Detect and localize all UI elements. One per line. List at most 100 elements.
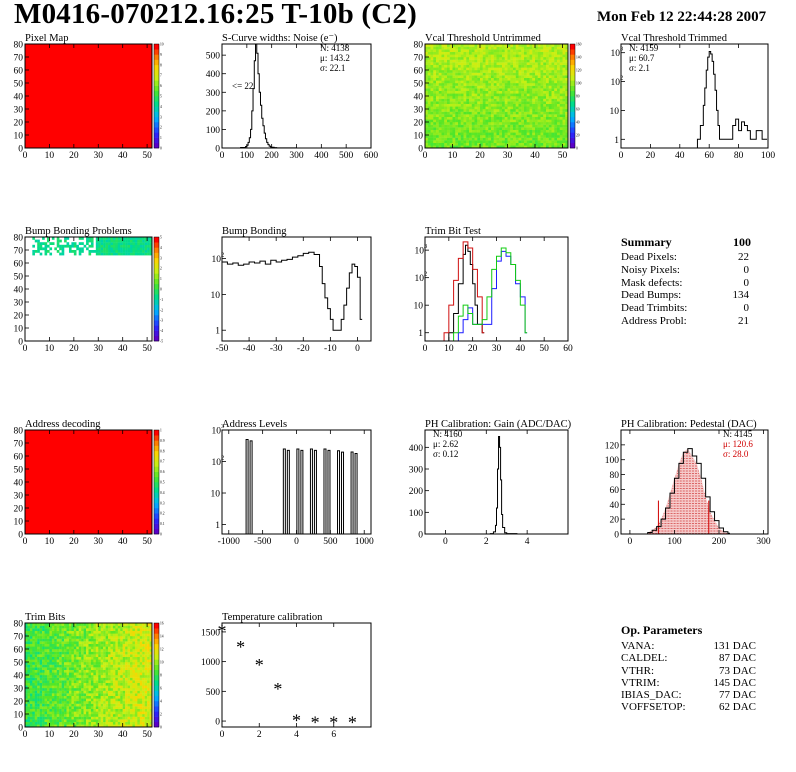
heatmap-cell bbox=[477, 90, 481, 94]
heatmap-cell bbox=[493, 44, 497, 47]
heatmap-cell bbox=[120, 654, 123, 657]
heatmap-cell bbox=[427, 101, 431, 104]
heatmap-cell bbox=[477, 54, 481, 58]
heatmap-cell bbox=[543, 49, 547, 52]
heatmap-cell bbox=[554, 96, 558, 99]
heatmap-cell bbox=[447, 140, 450, 143]
y-tick-label: 120 bbox=[605, 441, 620, 451]
heatmap-cell bbox=[436, 59, 439, 63]
heatmap-cell bbox=[120, 656, 123, 660]
heatmap-cell bbox=[562, 145, 566, 149]
heatmap-cell bbox=[548, 70, 552, 73]
heatmap-cell bbox=[452, 116, 456, 120]
heatmap-cell bbox=[554, 44, 558, 47]
heatmap-cell bbox=[142, 623, 145, 626]
heatmap-cell bbox=[499, 124, 503, 128]
heatmap-cell bbox=[463, 90, 467, 94]
heatmap-cell bbox=[44, 669, 48, 673]
heatmap-cell bbox=[537, 88, 541, 91]
heatmap-cell bbox=[83, 633, 87, 637]
heatmap-cell bbox=[427, 70, 431, 73]
heatmap-cell bbox=[518, 88, 522, 91]
heatmap-cell bbox=[122, 242, 126, 245]
heatmap-cell bbox=[447, 106, 450, 110]
heatmap-cell bbox=[521, 44, 525, 47]
heatmap-cell bbox=[496, 83, 500, 86]
heatmap-cell bbox=[61, 716, 65, 720]
heatmap-cell bbox=[112, 641, 116, 644]
stat-entries: N: 4160 bbox=[433, 429, 463, 439]
heatmap-cell bbox=[39, 252, 43, 256]
heatmap-cell bbox=[474, 98, 478, 102]
stat-sigma: σ: 2.1 bbox=[629, 63, 650, 73]
heatmap-cell bbox=[122, 680, 126, 683]
y-tick-label: 10 bbox=[211, 490, 221, 500]
heatmap-cell bbox=[427, 51, 431, 55]
heatmap-cell bbox=[565, 59, 569, 63]
heatmap-cell bbox=[105, 628, 109, 631]
heatmap-cell bbox=[482, 80, 486, 84]
heatmap-cell bbox=[559, 46, 563, 50]
heatmap-cell bbox=[502, 119, 505, 123]
heatmap-cell bbox=[441, 111, 445, 115]
heatmap-cell bbox=[455, 54, 459, 58]
heatmap-cell bbox=[110, 667, 114, 670]
heatmap-cell bbox=[34, 239, 38, 243]
heatmap-cell bbox=[496, 67, 500, 71]
heatmap-cell bbox=[510, 51, 514, 55]
heatmap-cell bbox=[27, 716, 31, 720]
heatmap-cell bbox=[425, 132, 428, 136]
heatmap-cell bbox=[559, 67, 563, 71]
heatmap-cell bbox=[524, 96, 527, 99]
heatmap-cell bbox=[518, 129, 522, 133]
heatmap-cell bbox=[46, 636, 50, 639]
heatmap-cell bbox=[120, 247, 123, 251]
heatmap-cell bbox=[458, 137, 461, 141]
heatmap-cell bbox=[49, 242, 53, 245]
heatmap-cell bbox=[438, 75, 442, 78]
heatmap-cell bbox=[562, 64, 566, 68]
heatmap-cell bbox=[59, 706, 62, 709]
heatmap-cell bbox=[532, 93, 536, 97]
heatmap-cell bbox=[34, 659, 38, 663]
heatmap-cell bbox=[73, 646, 77, 650]
heatmap-cell bbox=[144, 675, 148, 678]
heatmap-cell bbox=[144, 646, 148, 650]
heatmap-cell bbox=[438, 51, 442, 55]
heatmap-cell bbox=[540, 70, 544, 73]
heatmap-cell bbox=[565, 114, 569, 117]
heatmap-cell bbox=[68, 708, 72, 712]
y-tick-label: 0 bbox=[18, 145, 23, 155]
heatmap-cell bbox=[112, 714, 116, 717]
heatmap-cell bbox=[471, 67, 475, 71]
heatmap-cell bbox=[134, 703, 138, 707]
heatmap-cell bbox=[44, 680, 48, 683]
heatmap-cell bbox=[469, 116, 472, 120]
heatmap-cell bbox=[81, 623, 84, 626]
heatmap-cell bbox=[565, 103, 569, 107]
heatmap-cell bbox=[127, 667, 131, 670]
heatmap-cell bbox=[88, 682, 92, 686]
heatmap-cell bbox=[540, 119, 544, 123]
heatmap-cell bbox=[108, 669, 111, 673]
heatmap-cell bbox=[147, 682, 150, 686]
heatmap-cell bbox=[474, 101, 478, 104]
heatmap-cell bbox=[510, 49, 514, 52]
heatmap-cell bbox=[73, 680, 77, 683]
heatmap-cell bbox=[499, 137, 503, 141]
heatmap-cell bbox=[78, 623, 82, 626]
heatmap-cell bbox=[29, 703, 33, 707]
heatmap-cell bbox=[110, 633, 114, 637]
heatmap-cell bbox=[68, 664, 72, 668]
heatmap-cell bbox=[447, 64, 450, 68]
heatmap-cell bbox=[427, 127, 431, 130]
heatmap-cell bbox=[127, 669, 131, 673]
y-tick-label: 50 bbox=[14, 80, 24, 90]
heatmap-cell bbox=[88, 719, 92, 722]
heatmap-cell bbox=[56, 688, 60, 691]
heatmap-cell bbox=[51, 237, 55, 240]
heatmap-cell bbox=[59, 633, 62, 637]
heatmap-cell bbox=[122, 623, 126, 626]
heatmap-cell bbox=[521, 70, 525, 73]
heatmap-cell bbox=[25, 677, 28, 681]
